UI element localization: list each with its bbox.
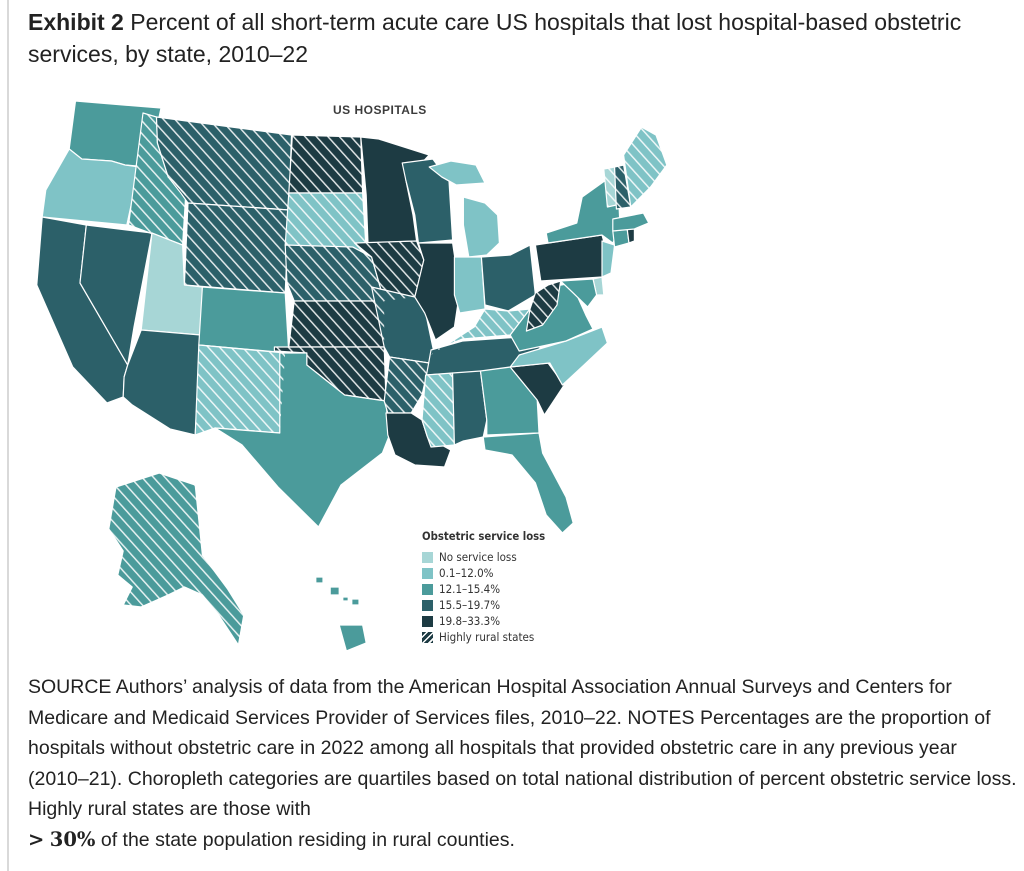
rural-hatch-id — [128, 113, 187, 245]
left-border-rule — [7, 0, 9, 871]
legend-swatch — [422, 615, 433, 627]
rural-hatch-ky — [431, 309, 530, 355]
legend-items: No service loss 0.1–12.0% 12.1–15.4% 15.5–1… — [422, 549, 652, 645]
state-ct — [612, 228, 630, 248]
rural-hatch-nh — [614, 165, 631, 209]
state-hi — [315, 576, 367, 652]
state-la — [385, 412, 452, 468]
rural-hatch-ms — [422, 373, 455, 447]
legend-swatch — [422, 567, 433, 579]
rural-hatch-vt — [603, 167, 617, 207]
legend-swatch — [422, 583, 433, 595]
rural-hatch-ne — [285, 245, 385, 301]
exhibit-title-text: Percent of all short-term acute care US … — [28, 9, 962, 67]
legend-item: Highly rural states — [422, 629, 652, 645]
rural-hatch-sd — [285, 193, 367, 251]
legend-item: 19.8–33.3% — [422, 613, 652, 629]
source-tail: of the state population residing in rura… — [100, 828, 515, 851]
state-az — [122, 329, 202, 436]
legend-label: 19.8–33.3% — [439, 614, 501, 628]
legend-label: No service loss — [439, 550, 517, 564]
state-co — [198, 286, 290, 354]
rural-hatch-ar — [384, 357, 430, 413]
threshold-symbol: > — [28, 827, 45, 851]
legend-label: 12.1–15.4% — [439, 582, 501, 596]
source-notes: SOURCE Authors’ analysis of data from th… — [28, 672, 1018, 855]
rural-hatch-ks — [288, 301, 385, 347]
state-oh — [480, 244, 536, 312]
state-ri — [626, 228, 635, 244]
state-nj — [601, 240, 616, 278]
state-nv — [79, 224, 153, 366]
exhibit-label: Exhibit 2 — [28, 9, 124, 35]
legend-swatch — [422, 631, 433, 643]
state-wi — [401, 158, 454, 244]
legend-item: 12.1–15.4% — [422, 581, 652, 597]
legend-label: 15.5–19.7% — [439, 598, 501, 612]
rural-hatch-wy — [184, 203, 289, 293]
rural-hatch-nd — [288, 135, 363, 193]
rural-hatch-nm — [195, 345, 286, 435]
rural-hatch-ok — [274, 347, 386, 401]
state-in — [453, 256, 486, 314]
rural-hatch-ia — [354, 241, 424, 301]
legend-label: Highly rural states — [439, 630, 535, 644]
state-pa — [534, 234, 610, 282]
state-ma — [612, 212, 650, 232]
map-subtitle: US HOSPITALS — [333, 103, 427, 117]
threshold-value: 30% — [49, 827, 96, 851]
legend-swatch — [422, 551, 433, 563]
state-mi — [428, 160, 500, 258]
us-choropleth-map — [36, 100, 668, 652]
rural-hatch-me — [623, 127, 667, 207]
legend-item: No service loss — [422, 549, 652, 565]
exhibit-title: Exhibit 2 Percent of all short-term acut… — [28, 6, 1008, 70]
rural-hatch-ak — [108, 473, 244, 645]
legend-swatch — [422, 599, 433, 611]
legend-title: Obstetric service loss — [422, 529, 546, 543]
map-legend: Obstetric service loss No service loss 0.… — [422, 529, 652, 645]
legend-item: 15.5–19.7% — [422, 597, 652, 613]
rural-hatch-wv — [526, 281, 561, 331]
state-md — [560, 278, 598, 308]
source-text: SOURCE Authors’ analysis of data from th… — [28, 676, 1017, 820]
state-fl — [482, 432, 574, 534]
legend-item: 0.1–12.0% — [422, 565, 652, 581]
legend-label: 0.1–12.0% — [439, 566, 494, 580]
rural-hatch-mt — [156, 117, 292, 210]
map-figure: US HOSPITALS Obstetric service loss No s… — [22, 95, 682, 660]
